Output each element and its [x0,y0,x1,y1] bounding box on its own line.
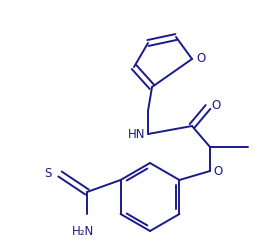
Text: O: O [211,99,221,112]
Text: O: O [196,52,206,65]
Text: O: O [213,165,223,178]
Text: HN: HN [127,128,145,141]
Text: S: S [45,167,52,180]
Text: H₂N: H₂N [72,224,94,237]
